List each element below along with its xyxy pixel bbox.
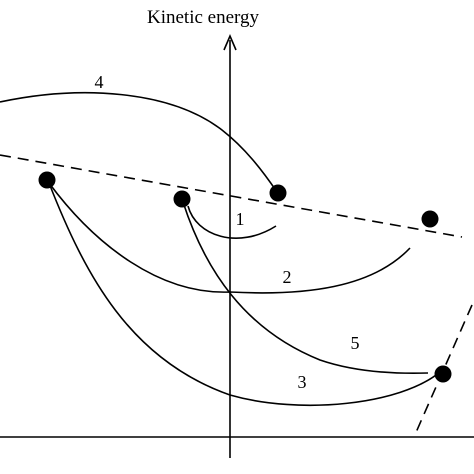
state-dot xyxy=(173,190,191,208)
state-dot xyxy=(38,171,56,189)
curve-5 xyxy=(182,201,429,375)
curve-4 xyxy=(0,92,278,193)
state-dot xyxy=(269,184,287,202)
curve-1-label: 1 xyxy=(236,209,245,229)
y-axis-title: Kinetic energy xyxy=(147,7,260,28)
state-dot xyxy=(421,210,439,228)
curve-1 xyxy=(187,205,277,239)
y-axis-arrowhead xyxy=(223,33,237,51)
curve-4-label: 4 xyxy=(95,72,104,92)
curve-3 xyxy=(48,182,441,407)
curve-2-label: 2 xyxy=(283,267,292,287)
state-dot xyxy=(434,365,452,383)
curve-3-label: 3 xyxy=(298,372,307,392)
dashed-line-upper xyxy=(0,154,463,238)
curve-5-label: 5 xyxy=(351,333,360,353)
